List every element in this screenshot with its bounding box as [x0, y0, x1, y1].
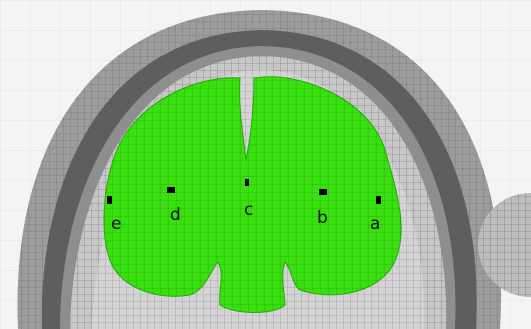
marker-label: d [170, 205, 181, 225]
marker-label: e [111, 214, 121, 234]
marker-label: b [317, 208, 328, 228]
mesh-view: e d c b a [0, 0, 531, 329]
brain-region [104, 77, 401, 313]
marker-label: a [370, 214, 380, 234]
marker-label: c [244, 200, 253, 220]
